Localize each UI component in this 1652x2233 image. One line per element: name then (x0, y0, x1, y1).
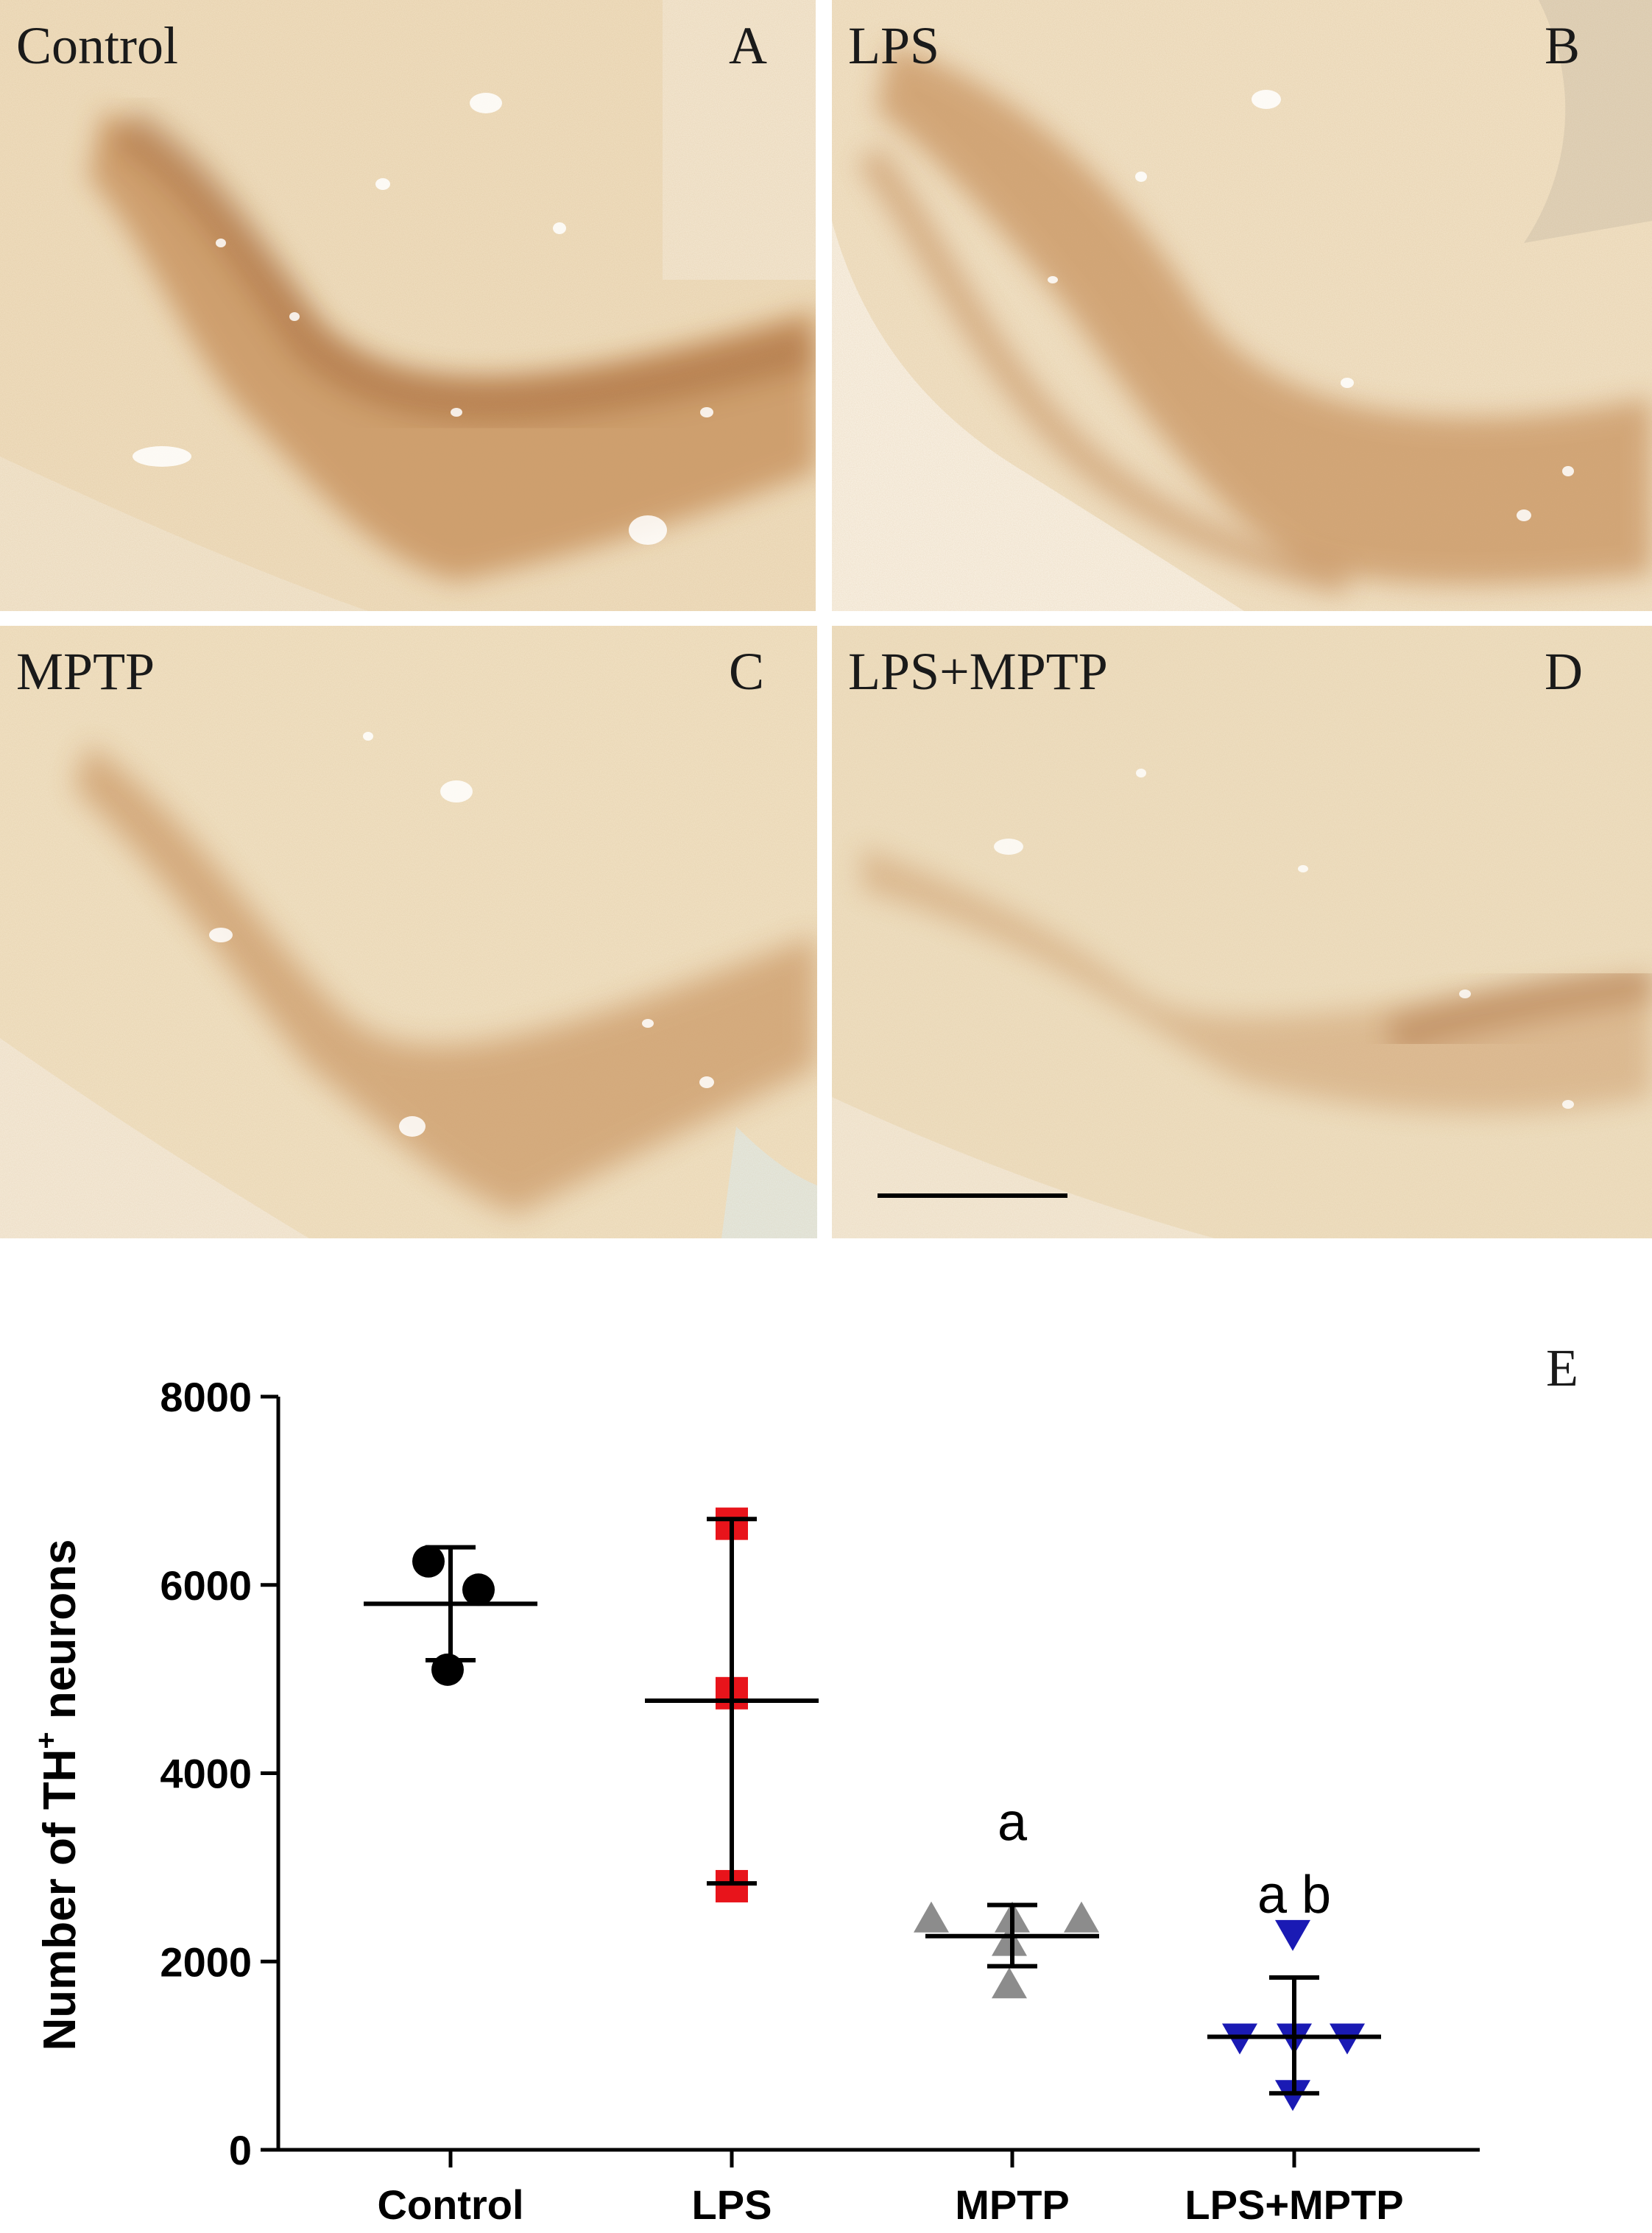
micrograph-panel-b: LPS B (832, 0, 1652, 611)
panel-e-letter: E (1546, 1338, 1578, 1397)
series-lps (645, 1507, 819, 1902)
panel-a-letter: A (729, 16, 767, 75)
micrograph-panel-c: MPTP C (0, 626, 817, 1238)
series-lps-mptp: a b (1207, 1866, 1381, 2112)
panel-d-letter: D (1545, 642, 1583, 701)
y-axis-label-sup: + (30, 1732, 63, 1749)
series-control (364, 1545, 537, 1686)
data-point (1064, 1901, 1099, 1933)
data-marks: a a b (364, 1507, 1381, 2112)
data-point (412, 1545, 445, 1578)
svg-text:Number of TH+ neurons: Number of TH+ neurons (30, 1539, 85, 2050)
y-tick-label: 2000 (160, 1939, 252, 1985)
y-axis-label-main: Number of TH (35, 1749, 85, 2051)
series-mptp: a (914, 1793, 1099, 1999)
x-tick-label: LPS+MPTP (1185, 2181, 1403, 2228)
panel-d-group-label: LPS+MPTP (848, 642, 1108, 701)
data-point (992, 1925, 1027, 1956)
y-axis-label: Number of TH+ neurons (30, 1539, 85, 2050)
data-point (462, 1573, 495, 1606)
y-axis-label-tail: neurons (35, 1539, 85, 1732)
x-tick-label: MPTP (955, 2181, 1070, 2228)
significance-annotation: a (998, 1793, 1028, 1852)
axes: 0 2000 4000 6000 8000 Control LPS MPTP LPS+MPTP (160, 1374, 1480, 2228)
y-tick-label: 8000 (160, 1374, 252, 1420)
data-point (1275, 1919, 1310, 1951)
panel-a-group-label: Control (16, 16, 179, 75)
micrograph-a-image (0, 0, 817, 611)
scatter-chart-panel-e: E Number of TH+ neurons 0 2000 4000 6000 800… (0, 1266, 1652, 2233)
y-tick-label: 4000 (160, 1751, 252, 1797)
micrograph-c-image (0, 626, 817, 1238)
panel-c-letter: C (729, 642, 765, 701)
micrograph-panel-d: LPS+MPTP D (832, 626, 1652, 1238)
data-point (992, 1967, 1027, 1999)
panel-c-group-label: MPTP (16, 642, 155, 701)
y-tick-label: 0 (229, 2127, 252, 2173)
x-tick-label: LPS (692, 2181, 772, 2228)
micrograph-b-image (832, 0, 1652, 611)
data-point (914, 1901, 949, 1933)
panel-b-group-label: LPS (848, 16, 940, 75)
x-tick-label: Control (377, 2181, 523, 2228)
panel-b-letter: B (1545, 16, 1581, 75)
micrograph-d-image (832, 626, 1652, 1238)
y-tick-label: 6000 (160, 1562, 252, 1609)
significance-annotation: a b (1257, 1866, 1331, 1925)
micrograph-panel-a: Control A (0, 0, 817, 611)
chart-svg: E Number of TH+ neurons 0 2000 4000 6000 800… (30, 1338, 1578, 2228)
